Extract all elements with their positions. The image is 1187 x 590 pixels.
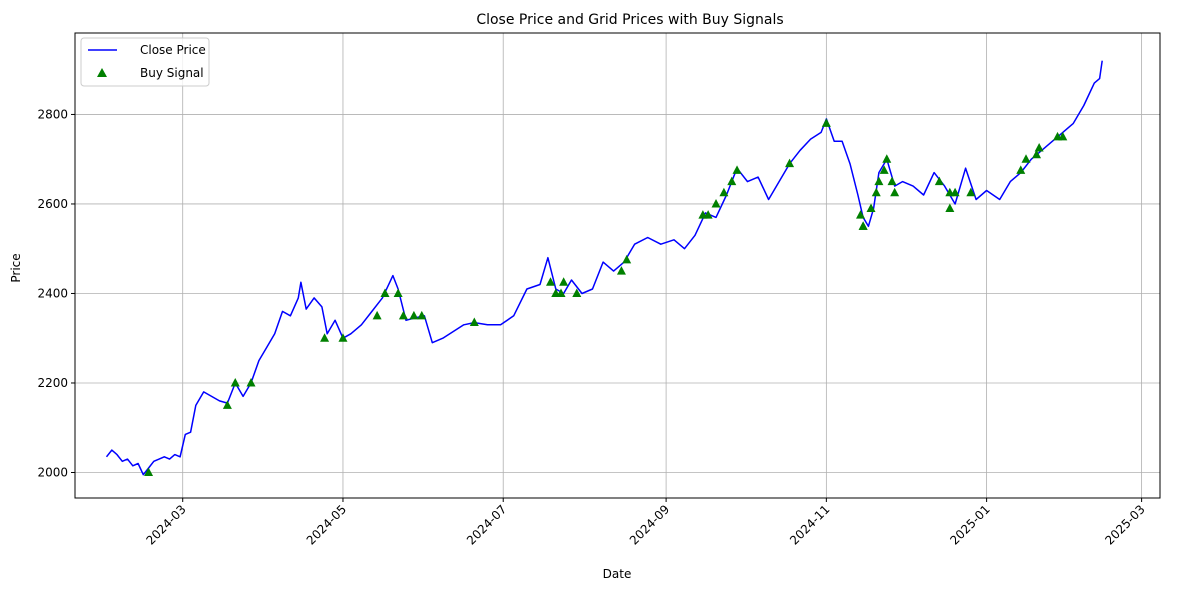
chart-title: Close Price and Grid Prices with Buy Sig… — [476, 12, 783, 28]
buy-signal-marker — [546, 277, 556, 286]
buy-signal-marker — [703, 210, 713, 219]
buy-signal-marker — [1021, 154, 1031, 163]
y-tick-label: 2000 — [37, 465, 68, 479]
buy-signal-marker — [934, 176, 944, 186]
buy-signal-marker — [866, 203, 876, 212]
buy-signal-marker — [372, 310, 382, 320]
buy-signal-marker — [222, 400, 232, 409]
buy-signal-marker — [1058, 131, 1068, 141]
buy-signal-marker — [1032, 149, 1042, 159]
y-tick-label: 2400 — [37, 286, 68, 300]
buy-signal-marker — [230, 377, 240, 387]
buy-signal-marker — [144, 467, 154, 476]
buy-signal-marker — [966, 187, 976, 197]
buy-signal-marker — [821, 118, 831, 127]
y-tick-label: 2800 — [37, 107, 68, 121]
buy-signal-marker — [711, 198, 721, 208]
buy-signal-marker — [338, 333, 348, 342]
buy-signal-marker — [398, 310, 408, 320]
buy-signal-marker — [380, 288, 390, 297]
buy-signal-marker — [874, 176, 884, 186]
buy-signal-marker — [469, 317, 479, 327]
buy-signal-marker — [858, 221, 868, 230]
legend-buy-signal-marker — [97, 68, 107, 77]
y-tick-label: 2200 — [37, 376, 68, 390]
buy-signal-marker — [882, 154, 892, 163]
buy-signal-marker — [417, 310, 427, 320]
buy-signal-marker — [616, 266, 626, 275]
buy-signal-marker — [871, 187, 881, 197]
buy-signal-marker — [727, 176, 737, 186]
y-axis-ticks: 2000 2200 2400 2600 2800 — [37, 107, 75, 479]
legend: Close Price Buy Signal — [80, 37, 210, 87]
grid-lines — [75, 33, 1160, 498]
buy-signal-marker — [1034, 143, 1044, 152]
buy-signal-marker — [950, 187, 960, 197]
y-axis-label: Price — [9, 253, 23, 282]
plot-area — [105, 60, 1103, 476]
buy-signal-marker — [622, 254, 632, 264]
buy-signal-marker — [785, 158, 795, 168]
legend-buy-signal-label: Buy Signal — [140, 66, 204, 80]
y-tick-label: 2600 — [37, 197, 68, 211]
buy-signal-marker — [879, 165, 889, 174]
buy-signal-marker — [719, 187, 729, 197]
axes-frame — [74, 32, 1161, 499]
legend-close-price-label: Close Price — [140, 43, 206, 57]
buy-signal-marker — [887, 176, 897, 186]
buy-signal-marker — [572, 288, 582, 297]
close-price-line — [105, 60, 1103, 476]
buy-signal-marker — [556, 288, 566, 297]
buy-signal-marker — [856, 210, 866, 219]
buy-signal-marker — [732, 165, 742, 174]
x-axis-label: Date — [603, 567, 632, 581]
buy-signal-marker — [559, 277, 569, 286]
buy-signal-marker — [890, 187, 900, 197]
buy-signal-marker — [393, 288, 403, 297]
buy-signal-marker — [246, 377, 256, 387]
buy-signal-marker — [1016, 165, 1026, 174]
buy-signal-marker — [945, 203, 955, 212]
buy-signal-marker — [409, 310, 419, 320]
buy-signal-marker — [320, 333, 330, 342]
